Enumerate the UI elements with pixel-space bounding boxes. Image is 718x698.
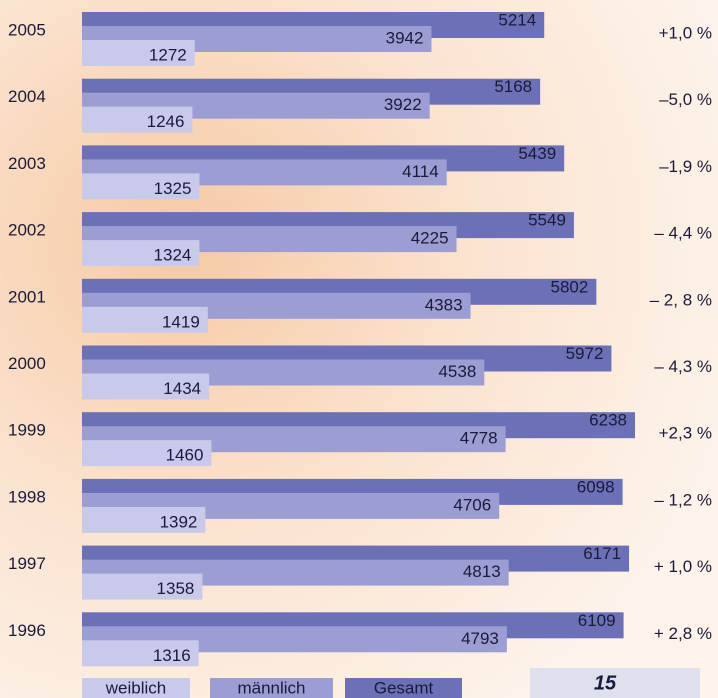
bar	[82, 640, 199, 667]
year-label: 2001	[8, 287, 46, 306]
change-label: – 2, 8 %	[650, 290, 712, 309]
value-label: 6109	[578, 611, 616, 630]
year-label: 1997	[8, 554, 46, 573]
bar	[82, 440, 212, 467]
legend-label: Gesamt	[374, 678, 434, 697]
value-label: 1325	[154, 179, 192, 198]
bar	[82, 573, 203, 600]
value-label: 1392	[160, 512, 198, 531]
value-label: 4778	[460, 429, 498, 448]
value-label: 5439	[518, 144, 556, 163]
year-label: 2004	[8, 87, 46, 106]
year-label: 1998	[8, 487, 46, 506]
value-label: 1316	[153, 646, 191, 665]
value-label: 5802	[551, 277, 589, 296]
value-label: 5214	[498, 10, 536, 29]
bar	[82, 306, 208, 333]
value-label: 1434	[163, 379, 201, 398]
value-label: 5972	[566, 344, 604, 363]
change-label: – 4,3 %	[654, 357, 712, 376]
bar	[82, 173, 200, 200]
change-label: –5,0 %	[659, 90, 712, 109]
value-label: 4538	[438, 362, 476, 381]
change-label: + 1,0 %	[654, 557, 712, 576]
value-label: 1272	[149, 45, 187, 64]
value-label: 1460	[166, 446, 204, 465]
change-label: – 1,2 %	[654, 490, 712, 509]
year-label: 2005	[8, 20, 46, 39]
year-label: 2003	[8, 154, 46, 173]
value-label: 1324	[154, 246, 192, 265]
value-label: 4383	[425, 295, 463, 314]
year-label: 2002	[8, 221, 46, 240]
legend-label: weiblich	[105, 678, 166, 697]
value-label: 1246	[147, 112, 185, 131]
year-label: 2000	[8, 354, 46, 373]
bar	[82, 506, 206, 533]
value-label: 6171	[583, 544, 621, 563]
value-label: 4225	[411, 229, 449, 248]
legend-swatch	[210, 678, 333, 698]
change-label: +1,0 %	[659, 23, 712, 42]
legend-label: männlich	[237, 678, 305, 697]
value-label: 1358	[157, 579, 195, 598]
change-label: – 4,4 %	[654, 224, 712, 243]
value-label: 6238	[589, 411, 627, 430]
bar	[82, 373, 210, 400]
year-label: 1999	[8, 421, 46, 440]
bar	[82, 106, 193, 133]
legend-swatch	[345, 678, 462, 698]
year-label: 1996	[8, 621, 46, 640]
value-label: 6098	[577, 477, 615, 496]
value-label: 3942	[386, 28, 424, 47]
bar	[82, 40, 195, 66]
change-label: +2,3 %	[659, 424, 712, 443]
value-label: 4813	[463, 562, 501, 581]
bar	[82, 240, 200, 267]
value-label: 5549	[528, 211, 566, 230]
value-label: 1419	[162, 312, 200, 331]
page-number: 15	[594, 672, 617, 694]
value-label: 3922	[384, 95, 422, 114]
value-label: 4114	[402, 162, 439, 181]
change-label: + 2,8 %	[654, 624, 712, 643]
legend-swatch	[82, 678, 190, 698]
page-number-box	[530, 668, 700, 698]
value-label: 5168	[494, 77, 532, 96]
value-label: 4793	[461, 629, 499, 648]
change-label: –1,9 %	[659, 157, 712, 176]
value-label: 4706	[453, 495, 491, 514]
